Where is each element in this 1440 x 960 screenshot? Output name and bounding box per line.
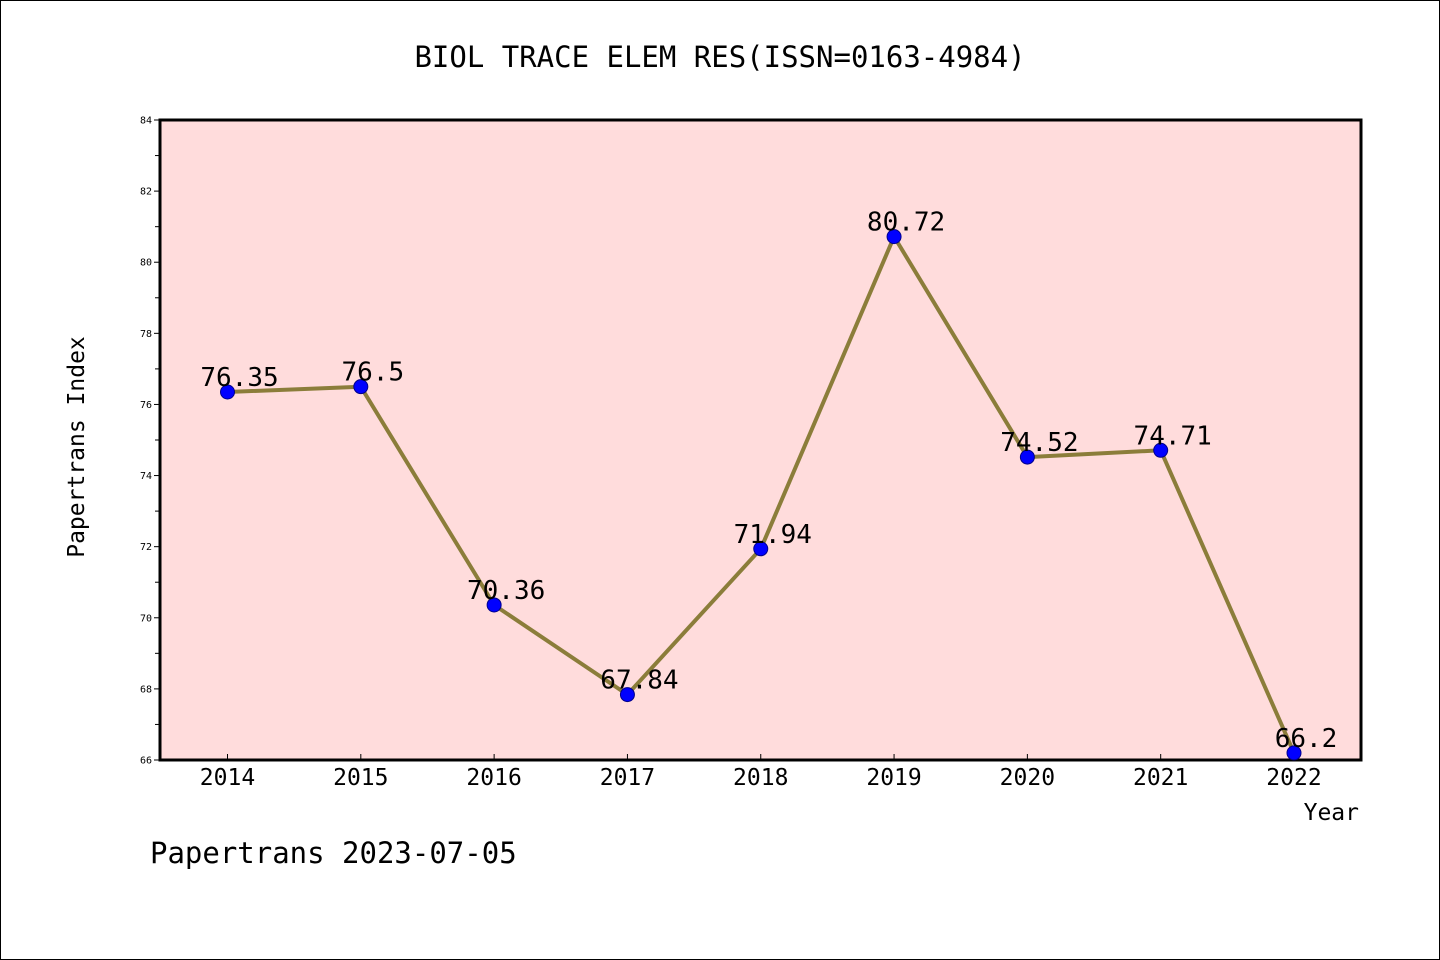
data-point [1153,442,1169,458]
x-axis-label: Year [1304,800,1359,826]
data-label: 70.36 [467,576,545,606]
data-label: 76.5 [342,358,405,388]
data-point [1286,745,1302,761]
x-tick-label: 2019 [866,765,921,791]
y-axis-label: Papertrans Index [64,336,90,558]
x-tick-label: 2018 [733,765,788,791]
x-axis: 2014 2015 2016 2017 2018 2019 2020 2021 2022 [200,754,1322,791]
x-tick-label: 2017 [600,765,655,791]
y-tick-label: 74 [140,471,152,482]
data-label: 67.84 [600,666,678,696]
data-label: 80.72 [867,208,945,238]
y-tick-label: 72 [140,542,152,553]
data-label: 76.35 [200,363,278,393]
data-point [753,541,769,557]
data-label: 71.94 [734,520,812,550]
data-point [619,687,635,703]
data-point [486,597,502,613]
series-layer: 76.35 76.5 70.36 67.84 71.94 80.72 74.52 74.71 6… [200,208,1338,761]
footer-credit: Papertrans 2023-07-05 [150,836,517,870]
x-tick-label: 2016 [466,765,521,791]
y-tick-label: 68 [140,684,152,695]
y-tick-label: 66 [140,756,152,767]
data-label: 66.2 [1275,724,1338,754]
x-tick-label: 2015 [333,765,388,791]
x-tick-label: 2022 [1266,765,1321,791]
y-tick-label: 82 [140,187,152,198]
plot-area [158,118,1363,762]
y-tick-label: 84 [140,116,152,127]
data-label: 74.52 [1000,428,1078,458]
y-tick-label: 80 [140,258,152,269]
data-label: 74.71 [1134,421,1212,451]
y-axis: 66 68 70 72 74 76 78 80 82 84 [140,116,160,767]
data-point [220,384,235,400]
y-tick-label: 76 [140,400,152,411]
y-tick-label: 70 [140,613,152,624]
x-tick-label: 2021 [1133,765,1188,791]
y-tick-label: 78 [140,329,152,340]
data-point [886,229,902,245]
chart-title: BIOL TRACE ELEM RES(ISSN=0163-4984) [414,40,1025,74]
x-tick-label: 2014 [200,765,255,791]
data-point [353,379,369,395]
x-tick-label: 2020 [1000,765,1055,791]
data-point [1019,449,1035,465]
